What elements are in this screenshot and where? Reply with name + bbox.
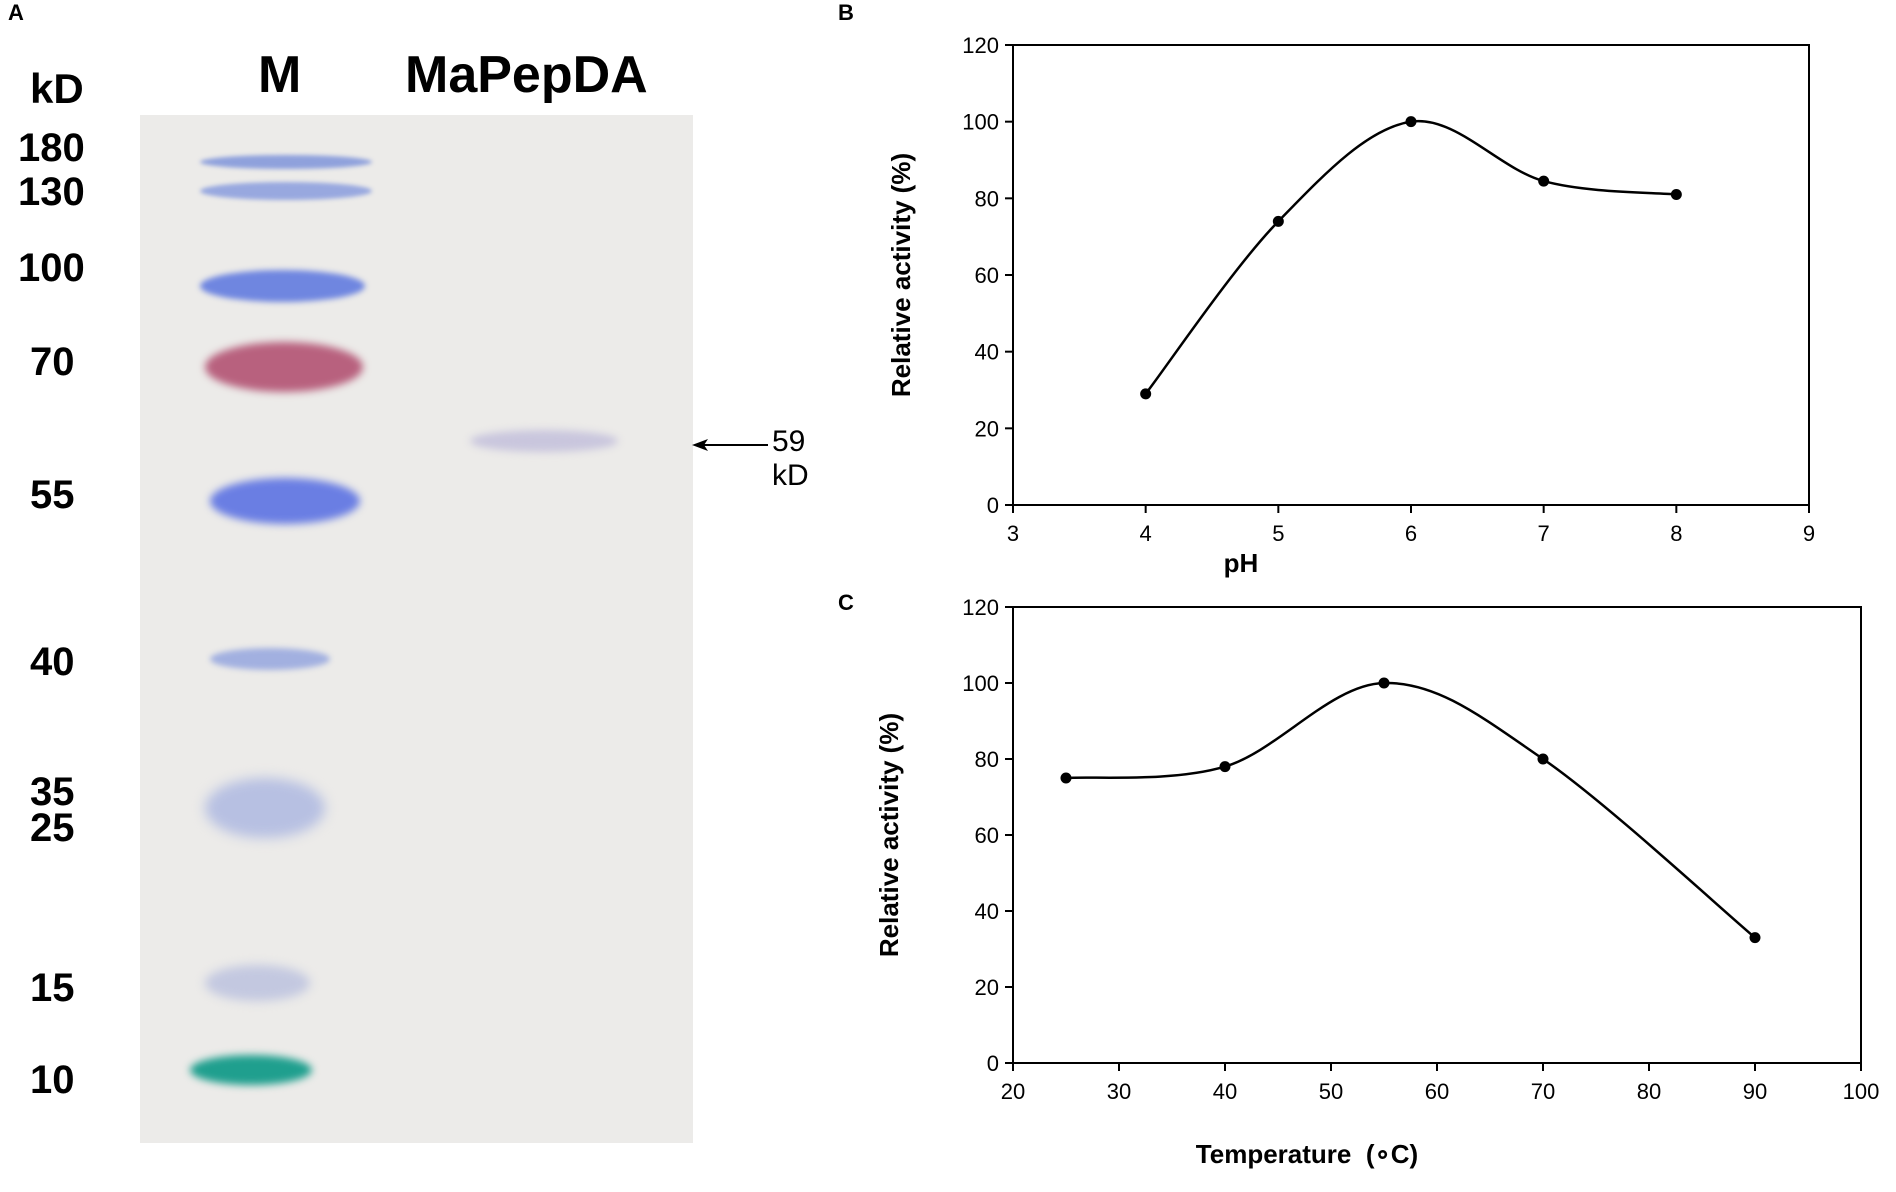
x-tick-label: 90 (1743, 1079, 1767, 1104)
x-tick-label: 8 (1670, 521, 1682, 546)
marker-label-55: 55 (30, 473, 75, 517)
marker-label-35: 35 (30, 770, 75, 814)
x-axis-label: pH (1224, 548, 1259, 578)
x-tick-label: 3 (1007, 521, 1019, 546)
y-axis-label: Relative activity (%) (874, 713, 904, 957)
data-point (1378, 677, 1390, 689)
x-tick-label: 4 (1140, 521, 1152, 546)
data-point (1537, 753, 1549, 765)
marker-label-40: 40 (30, 640, 75, 684)
y-tick-label: 120 (962, 33, 999, 58)
ladder-band-130 (200, 182, 372, 200)
data-point (1219, 761, 1231, 773)
gel-panel: A M MaPepDA kD 180 130 100 70 55 40 35 2… (0, 0, 809, 1192)
y-tick-label: 80 (975, 186, 999, 211)
data-point (1272, 215, 1284, 227)
chart-ph: 0 20 40 60 80 100 120 3 4 5 6 7 8 9 pH Relative activit… (886, 33, 1815, 578)
data-point (1538, 175, 1550, 187)
x-tick-label: 70 (1531, 1079, 1555, 1104)
x-tick-label: 40 (1213, 1079, 1237, 1104)
x-tick-label: 20 (1001, 1079, 1025, 1104)
x-tick-label: 80 (1637, 1079, 1661, 1104)
x-tick-label: 6 (1405, 521, 1417, 546)
y-tick-label: 40 (975, 899, 999, 924)
ladder-band-35-25 (205, 778, 325, 838)
y-tick-label: 0 (987, 1051, 999, 1076)
marker-label-70: 70 (30, 340, 75, 384)
ladder-band-70 (205, 342, 363, 392)
y-tick-label: 80 (975, 747, 999, 772)
x-tick-label: 7 (1538, 521, 1550, 546)
marker-label-10: 10 (30, 1058, 75, 1102)
series-line (1065, 681, 1756, 939)
marker-label-25: 25 (30, 806, 75, 850)
y-axis-label: Relative activity (%) (886, 153, 916, 397)
panel-letter-a: A (8, 0, 24, 25)
unit-label: kD (30, 65, 84, 112)
plot-frame (1012, 606, 1862, 1064)
y-tick-label: 100 (962, 671, 999, 696)
y-tick-label: 120 (962, 595, 999, 620)
data-point (1060, 772, 1072, 784)
series-line (1144, 119, 1677, 395)
ladder-band-10 (190, 1055, 312, 1085)
plot-frame (1012, 44, 1810, 506)
lane-label-marker: M (258, 46, 302, 104)
annotation-label: 59 kD (772, 425, 809, 492)
ladder-band-40 (210, 648, 330, 670)
data-point (1405, 116, 1417, 128)
y-tick-label: 60 (975, 263, 999, 288)
ladder-band-100 (200, 270, 365, 302)
annotation-arrow (692, 439, 768, 451)
x-tick-label: 100 (1843, 1079, 1880, 1104)
y-tick-label: 20 (975, 416, 999, 441)
x-axis-label: Temperature (∘C) (1196, 1139, 1418, 1169)
x-tick-label: 5 (1272, 521, 1284, 546)
y-tick-label: 0 (987, 493, 999, 518)
data-point (1749, 932, 1761, 944)
panel-letter-c: C (838, 590, 854, 615)
marker-label-130: 130 (18, 170, 85, 214)
x-tick-label: 30 (1107, 1079, 1131, 1104)
ladder-band-180 (200, 155, 372, 169)
data-point (1140, 388, 1152, 400)
panel-letter-b: B (838, 0, 854, 25)
data-point (1670, 189, 1682, 200)
y-tick-label: 60 (975, 823, 999, 848)
y-tick-label: 40 (975, 340, 999, 365)
ladder-band-15 (205, 965, 310, 1001)
marker-label-180: 180 (18, 126, 85, 170)
marker-label-15: 15 (30, 966, 75, 1010)
marker-label-100: 100 (18, 246, 85, 290)
sample-band-59kd (470, 430, 618, 452)
ladder-band-55 (210, 478, 360, 524)
x-tick-label: 50 (1319, 1079, 1343, 1104)
y-tick-label: 100 (962, 110, 999, 135)
x-tick-label: 60 (1425, 1079, 1449, 1104)
x-tick-label: 9 (1803, 521, 1815, 546)
y-tick-label: 20 (975, 975, 999, 1000)
lane-label-sample: MaPepDA (405, 46, 648, 104)
